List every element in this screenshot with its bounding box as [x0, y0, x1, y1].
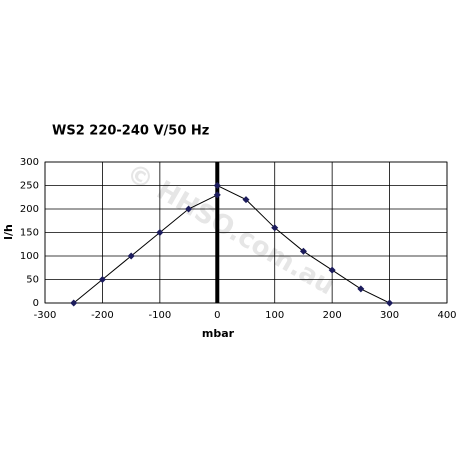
data-marker	[127, 252, 135, 260]
x-tick-label: -100	[149, 310, 172, 321]
y-tick-label: 0	[33, 298, 39, 309]
data-marker	[213, 182, 221, 189]
data-marker	[328, 266, 336, 274]
x-tick-label: 0	[214, 310, 220, 321]
data-marker	[299, 247, 307, 255]
plot-frame	[44, 161, 448, 304]
chart-title: WS2 220-240 V/50 Hz	[52, 124, 209, 139]
y-axis-label: l/h	[2, 224, 15, 240]
data-marker	[242, 196, 250, 204]
data-marker	[357, 285, 365, 293]
data-marker	[70, 299, 78, 307]
data-marker	[213, 191, 221, 199]
x-axis-label: mbar	[202, 327, 235, 340]
data-marker	[156, 229, 164, 236]
data-marker	[185, 205, 193, 213]
x-tick-label: -300	[34, 310, 57, 321]
y-tick-label: 150	[20, 228, 39, 239]
y-tick-label: 250	[20, 181, 39, 192]
x-tick-label: 200	[323, 310, 342, 321]
y-tick-label: 200	[20, 204, 39, 215]
x-tick-label: 300	[380, 310, 399, 321]
data-marker	[386, 299, 394, 307]
x-tick-label: 100	[265, 310, 284, 321]
x-tick-label: 400	[437, 310, 456, 321]
data-marker	[98, 276, 106, 283]
x-tick-label: -200	[91, 310, 114, 321]
y-tick-label: 50	[26, 275, 39, 286]
y-tick-label: 100	[20, 251, 39, 262]
data-marker	[271, 224, 279, 232]
y-tick-label: 300	[20, 157, 39, 168]
